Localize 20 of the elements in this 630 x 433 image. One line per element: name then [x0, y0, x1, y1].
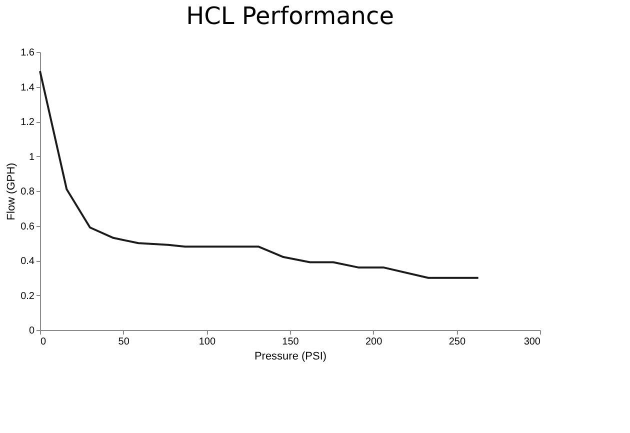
y-tick-label: 1.2 [20, 117, 35, 128]
x-tick-label: 200 [365, 336, 383, 348]
y-tick-label: 0.8 [20, 186, 35, 198]
x-tick-label: 100 [198, 336, 216, 348]
x-tick-label: 150 [282, 336, 300, 348]
line-series [39, 70, 480, 279]
y-tick-label: 1.4 [20, 82, 35, 94]
x-tick-label: 300 [524, 336, 541, 348]
y-tick-label: 0 [28, 326, 35, 336]
x-tick-label: 0 [40, 336, 46, 348]
y-tick-label: 0.6 [20, 221, 35, 232]
y-tick-label: 1.6 [20, 48, 35, 58]
y-tick-label: 0.4 [20, 256, 35, 267]
chart-title: HCL Performance [186, 2, 394, 30]
x-axis-title: Pressure (PSI) [254, 350, 327, 362]
y-tick-label: 1 [28, 152, 35, 163]
y-tick-label: 0.2 [20, 290, 35, 302]
x-tick-label: 250 [448, 336, 466, 348]
x-tick-label: 50 [118, 336, 130, 348]
y-axis-title: Flow (GPH) [6, 162, 18, 220]
